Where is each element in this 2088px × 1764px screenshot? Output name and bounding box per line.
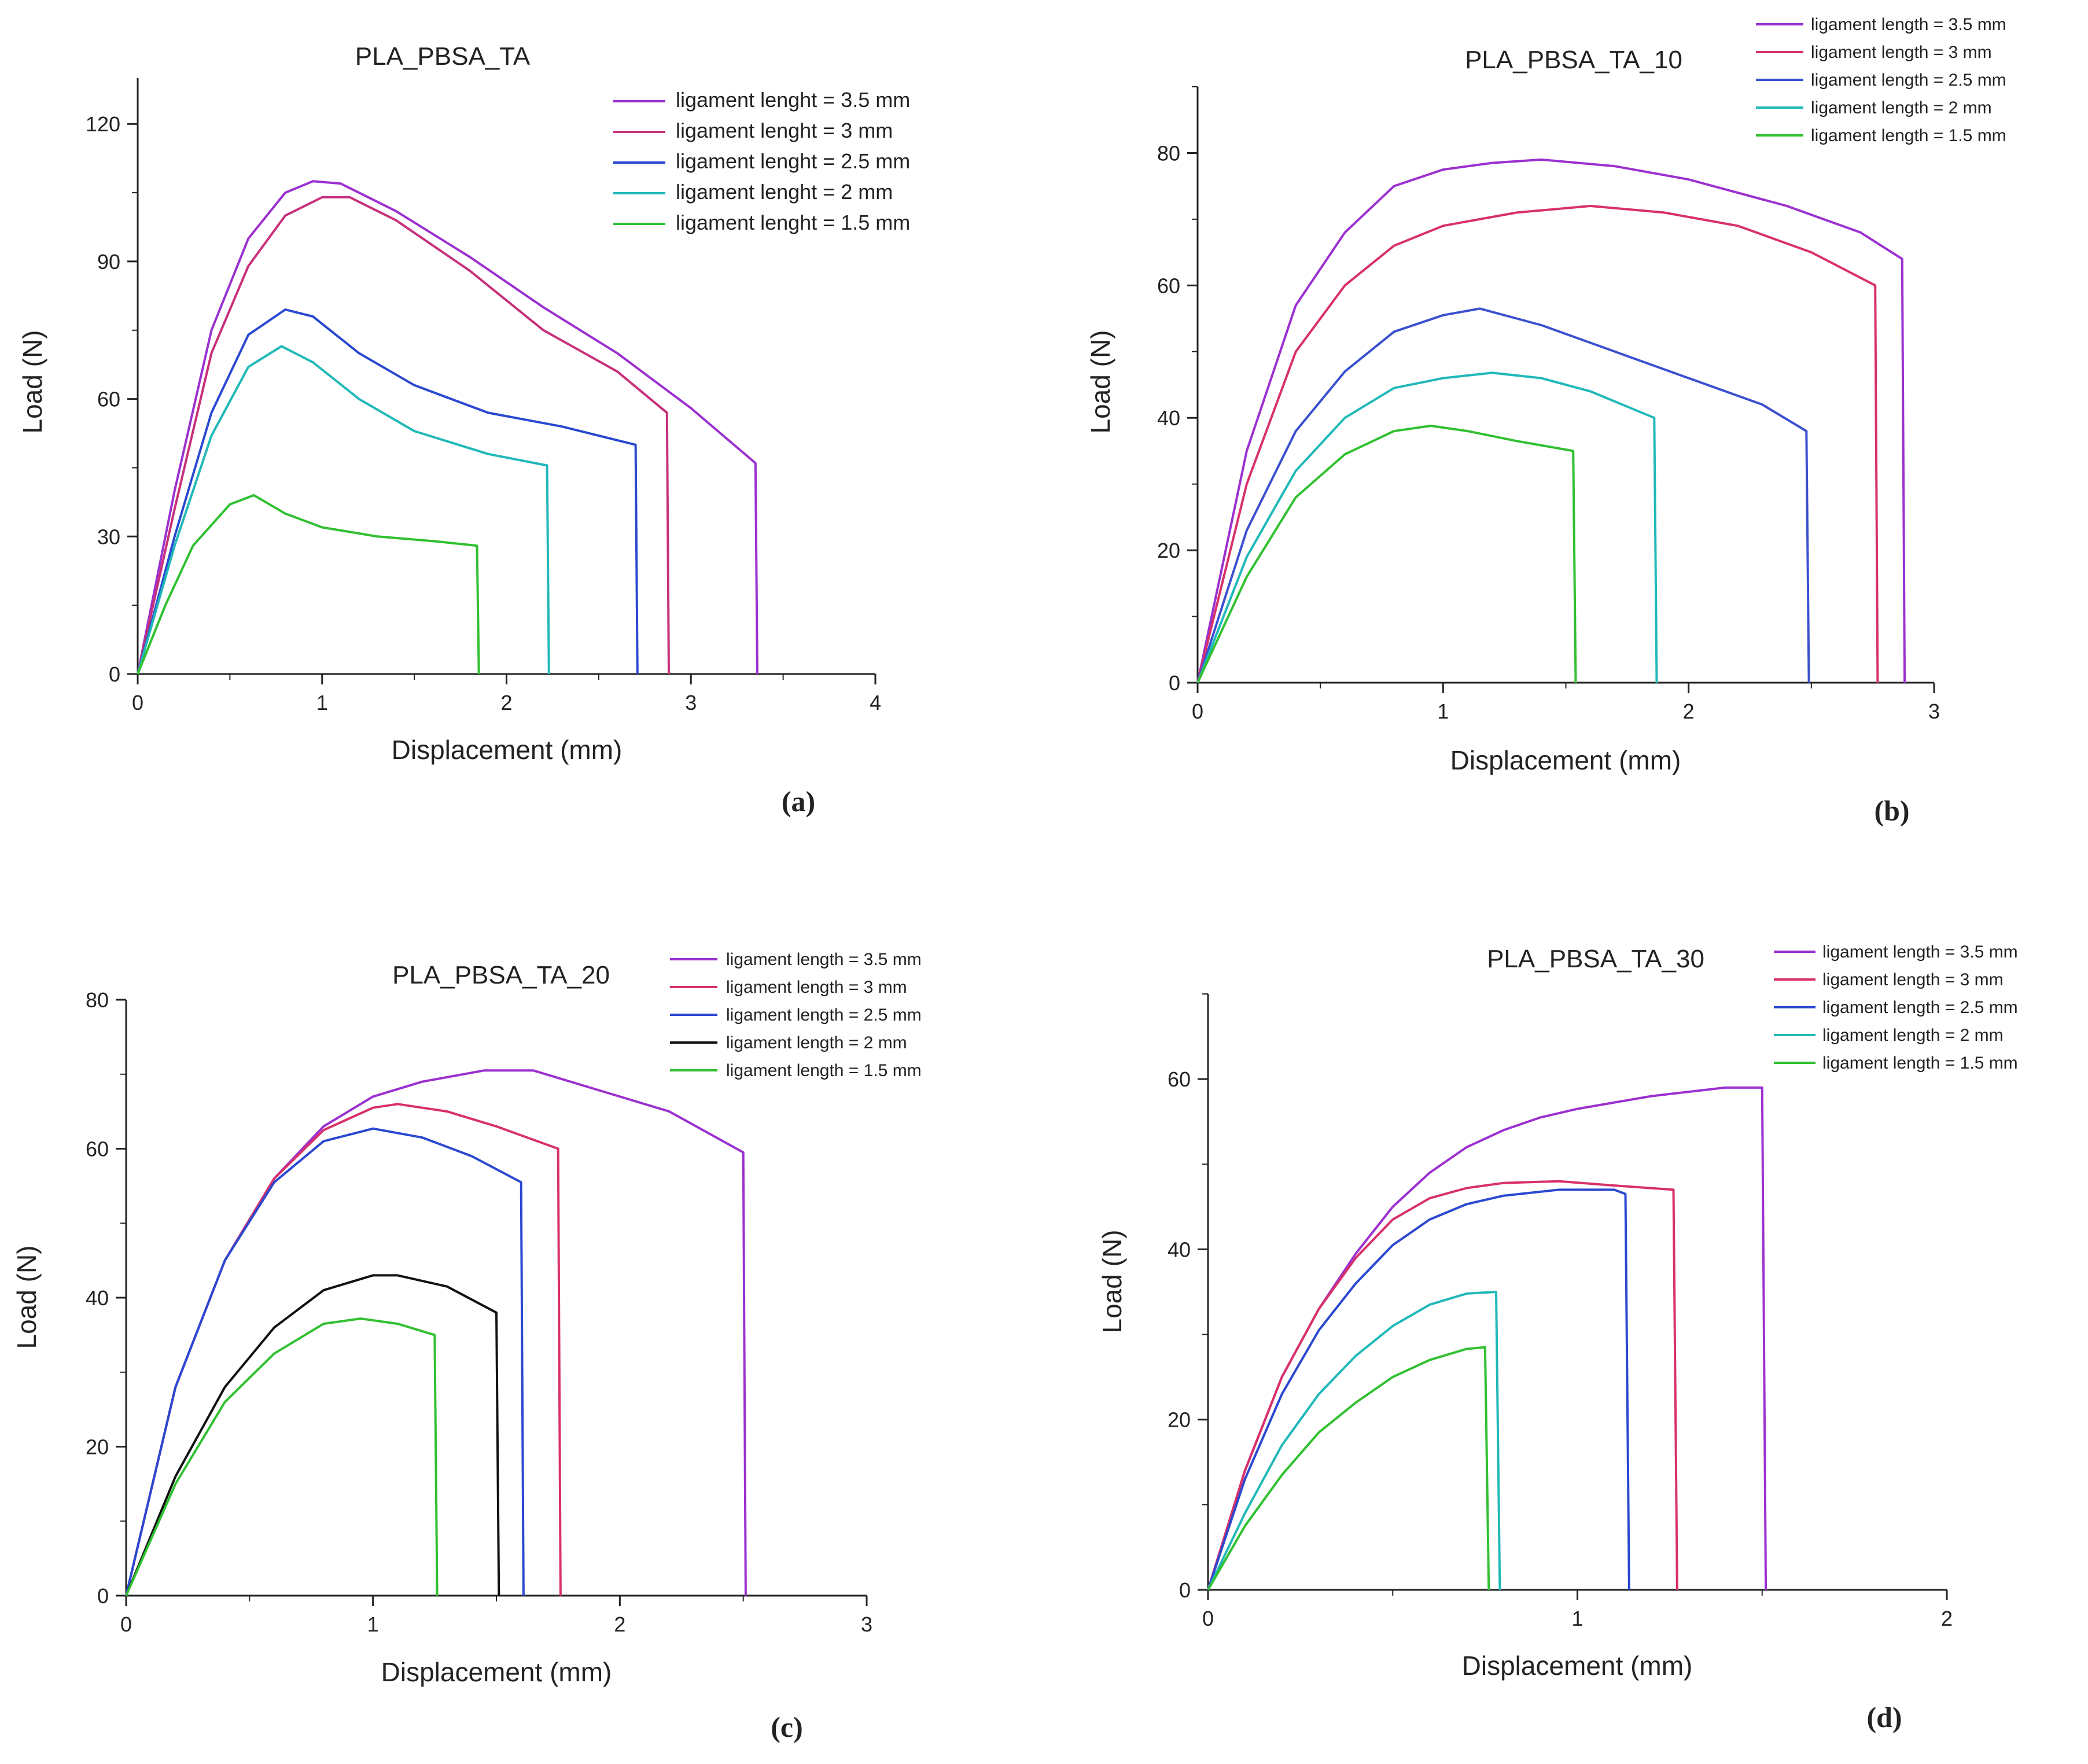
y-tick-label: 0 — [1169, 671, 1180, 695]
chart-panel-a: 0 1 2 3 4 0 30 60 90 120 PLA_PBSA_TA Displacement (… — [17, 42, 910, 817]
series-line-3 — [125, 1127, 525, 1596]
x-axis-label: Displacement (mm) — [1450, 745, 1681, 775]
panel-label: (a) — [782, 785, 815, 817]
series-line-5 — [1196, 425, 1577, 683]
legend-entry: ligament lenght = 3 mm — [676, 119, 893, 142]
series-line-4 — [137, 345, 550, 675]
legend-entry: ligament length = 1.5 mm — [1822, 1054, 2018, 1073]
panel-label: (d) — [1866, 1701, 1902, 1733]
y-tick-label: 60 — [1157, 274, 1180, 297]
legend-entry: ligament length = 3.5 mm — [1811, 15, 2006, 34]
x-axis-label: Displacement (mm) — [381, 1657, 612, 1687]
y-tick-label: 20 — [1168, 1408, 1191, 1432]
legend-entry: ligament length = 2 mm — [1822, 1026, 2004, 1045]
series-line-3 — [137, 308, 639, 675]
legend-entry: ligament length = 3 mm — [1811, 43, 1992, 62]
legend-entry: ligament length = 3 mm — [726, 978, 907, 997]
x-tick-label: 3 — [861, 1612, 872, 1636]
y-axis-label: Load (N) — [1085, 330, 1115, 434]
x-tick-label: 2 — [500, 691, 512, 715]
chart-title: PLA_PBSA_TA_10 — [1465, 46, 1682, 74]
series-line-2 — [125, 1103, 562, 1596]
x-tick-label: 2 — [1683, 699, 1695, 723]
series-line-1 — [1196, 158, 1906, 683]
x-tick-label: 1 — [1571, 1607, 1583, 1630]
x-tick-label: 1 — [1437, 699, 1449, 723]
y-tick-label: 80 — [86, 988, 109, 1012]
panel-label: (c) — [771, 1711, 803, 1743]
series-line-2 — [1207, 1180, 1678, 1590]
y-axis-label: Load (N) — [12, 1246, 42, 1349]
y-tick-label: 30 — [97, 525, 120, 548]
legend-entry: ligament length = 1.5 mm — [726, 1061, 922, 1080]
x-axis-label: Displacement (mm) — [1462, 1651, 1693, 1681]
y-tick-label: 60 — [1168, 1067, 1191, 1091]
x-axis-label: Displacement (mm) — [392, 735, 623, 765]
legend-entry: ligament length = 3.5 mm — [726, 950, 922, 969]
chart-panel-b: 0 1 2 3 0 20 40 60 80 PLA_PBSA_TA_10 Displacement … — [1085, 15, 2006, 827]
series-line-1 — [137, 180, 758, 675]
x-tick-label: 4 — [870, 691, 881, 715]
legend-entry: ligament length = 1.5 mm — [1811, 126, 2006, 145]
legend-entry: ligament lenght = 2.5 mm — [676, 149, 910, 173]
y-tick-label: 0 — [1179, 1578, 1191, 1602]
legend-entry: ligament lenght = 1.5 mm — [676, 211, 910, 234]
legend-entry: ligament length = 3 mm — [1822, 970, 2004, 989]
chart-title: PLA_PBSA_TA_30 — [1487, 945, 1704, 973]
series-line-3 — [1196, 307, 1810, 683]
legend-entry: ligament lenght = 2 mm — [676, 180, 893, 204]
x-tick-label: 0 — [132, 691, 143, 715]
series-line-2 — [137, 196, 670, 675]
y-axis-label: Load (N) — [1097, 1230, 1127, 1334]
series-line-4 — [1207, 1291, 1501, 1590]
series-line-2 — [1196, 205, 1879, 683]
panel-label: (b) — [1874, 794, 1909, 827]
y-tick-label: 120 — [86, 112, 120, 136]
x-tick-label: 2 — [614, 1612, 625, 1636]
y-tick-label: 80 — [1157, 141, 1180, 165]
y-tick-label: 60 — [86, 1137, 109, 1161]
chart-panel-c: 0 1 2 3 0 20 40 60 80 PLA_PBSA_TA_20 Displacement … — [12, 950, 922, 1743]
y-tick-label: 40 — [1157, 406, 1180, 430]
y-tick-label: 0 — [109, 662, 120, 686]
y-tick-label: 0 — [97, 1584, 109, 1608]
legend-entry: ligament lenght = 3.5 mm — [676, 88, 910, 112]
legend-entry: ligament length = 2 mm — [1811, 98, 1992, 117]
legend-entry: ligament length = 3.5 mm — [1822, 942, 2018, 962]
x-tick-label: 2 — [1941, 1607, 1953, 1630]
legend-entry: ligament length = 2.5 mm — [1811, 71, 2006, 90]
y-tick-label: 40 — [86, 1286, 109, 1310]
x-tick-label: 3 — [1928, 699, 1940, 723]
series-line-4 — [125, 1274, 500, 1596]
x-tick-label: 1 — [367, 1612, 379, 1636]
series-line-5 — [137, 494, 480, 675]
legend-entry: ligament length = 2.5 mm — [726, 1006, 922, 1025]
series-line-5 — [1207, 1346, 1490, 1591]
y-axis-label: Load (N) — [17, 330, 47, 434]
y-tick-label: 20 — [1157, 539, 1180, 562]
series-line-4 — [1196, 371, 1658, 683]
y-tick-label: 90 — [97, 250, 120, 274]
chart-title: PLA_PBSA_TA — [355, 42, 531, 71]
y-tick-label: 40 — [1168, 1238, 1191, 1261]
x-tick-label: 0 — [1192, 699, 1203, 723]
x-tick-label: 3 — [685, 691, 697, 715]
y-tick-label: 20 — [86, 1435, 109, 1459]
series-line-5 — [125, 1317, 439, 1596]
x-tick-label: 1 — [316, 691, 328, 715]
legend-entry: ligament length = 2 mm — [726, 1033, 907, 1052]
series-line-3 — [1207, 1188, 1630, 1590]
y-tick-label: 60 — [97, 388, 120, 411]
legend-entry: ligament length = 2.5 mm — [1822, 998, 2018, 1017]
x-tick-label: 0 — [1202, 1607, 1214, 1630]
x-tick-label: 0 — [120, 1612, 132, 1636]
chart-title: PLA_PBSA_TA_20 — [392, 961, 610, 989]
